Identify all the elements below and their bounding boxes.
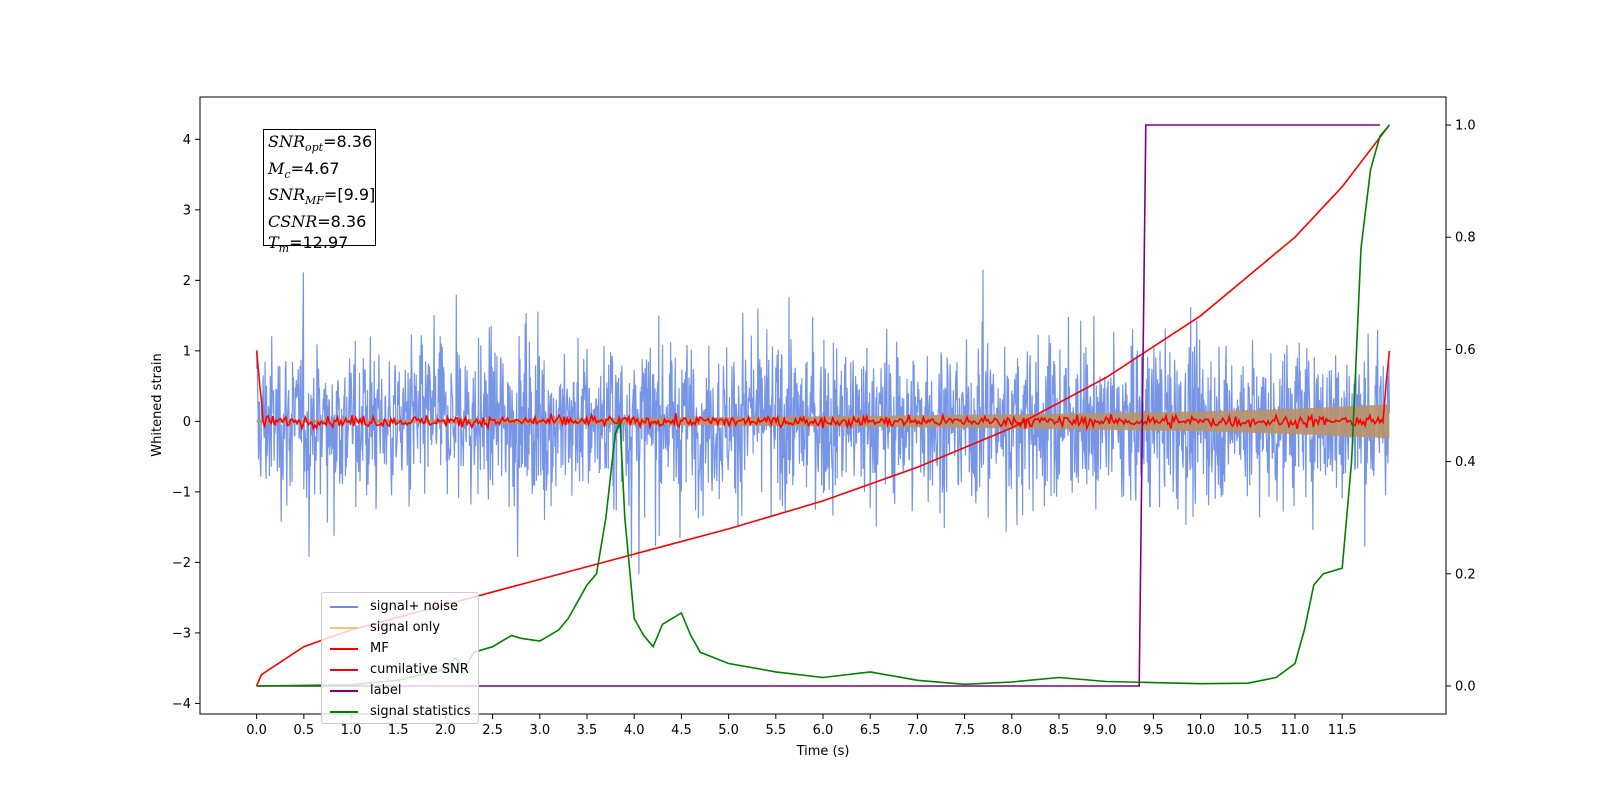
legend: signal+ noise signal only MF cumilative … [321,592,479,724]
x-tick-label: 2.5 [482,723,503,738]
legend-swatch [330,668,358,671]
series-mf [255,350,1391,432]
series-signal-statistics [256,124,1391,687]
series-signal-noise [256,269,1390,574]
x-tick-label: 6.0 [813,723,834,738]
annotation-snr-mf: SNRMF=[9.9] [268,185,376,208]
series-layer [255,124,1391,687]
legend-item-signal-noise: signal+ noise [322,596,478,617]
y-tick-label: −1 [172,485,191,500]
legend-swatch [330,710,358,713]
y-tick-label: 4 [183,133,191,148]
x-tick-label: 2.0 [435,723,456,738]
y-tick-label: 3 [183,203,191,218]
y-tick-label: 2 [183,274,191,289]
legend-item-label: label [322,680,478,701]
x-axis-label: Time (s) [796,744,850,759]
legend-label: signal only [370,620,441,635]
legend-item-signal-statistics: signal statistics [322,701,478,722]
series-signal-only [256,404,1390,439]
x-tick-label: 9.0 [1096,723,1117,738]
x-tick-label: 0.0 [246,723,267,738]
legend-item-mf: MF [322,638,478,659]
legend-label: signal+ noise [370,599,459,614]
legend-swatch [330,605,358,608]
annotation-tm: Tm=12.97 [268,232,349,255]
annotation-snr-opt: SNRopt=8.36 [268,132,373,155]
y-tick-label: −4 [172,697,191,712]
x-tick-label: 1.5 [388,723,409,738]
x-tick-label: 3.0 [529,723,550,738]
legend-label: MF [370,641,389,656]
axes-layer: 0.0 0.5 1.0 1.5 2.0 2.5 3.0 3.5 4.0 4.5 5.0 5.5 6.0 6… [172,119,1476,738]
x-tick-label: 10.5 [1233,723,1262,738]
y-tick-label: −2 [172,556,191,571]
annotation-csnr: CSNR=8.36 [268,212,367,232]
x-tick-label: 5.0 [718,723,739,738]
annotation-chirp-mass: Mc=4.67 [268,158,340,181]
y-tick-label: 0 [183,415,191,430]
x-tick-label: 8.5 [1049,723,1070,738]
x-tick-label: 4.5 [671,723,692,738]
y2-tick-label: 0.2 [1455,567,1476,582]
legend-swatch [330,626,358,629]
y2-tick-label: 0.8 [1455,231,1476,246]
x-tick-label: 1.0 [341,723,362,738]
y2-tick-label: 0.0 [1455,679,1476,694]
x-tick-label: 8.0 [1001,723,1022,738]
x-tick-label: 6.5 [860,723,881,738]
y-axis-label: Whitened strain [150,353,165,456]
x-tick-label: 7.0 [907,723,928,738]
series-label [256,124,1380,687]
x-tick-label: 0.5 [293,723,314,738]
x-tick-label: 3.5 [577,723,598,738]
legend-swatch [330,689,358,692]
legend-swatch [330,647,358,650]
y2-tick-label: 0.4 [1455,455,1476,470]
y-tick-label: 1 [183,344,191,359]
x-tick-label: 10.0 [1186,723,1215,738]
legend-item-cumulative-snr: cumilative SNR [322,659,478,680]
legend-label: cumilative SNR [370,662,469,677]
x-tick-label: 7.5 [954,723,975,738]
x-tick-label: 5.5 [765,723,786,738]
x-tick-label: 11.5 [1328,723,1357,738]
legend-label: label [370,683,402,698]
stats-annotation-box: SNRopt=8.36 Mc=4.67 SNRMF=[9.9] CSNR=8.3… [263,129,376,255]
y2-tick-label: 1.0 [1455,119,1476,134]
y2-tick-label: 0.6 [1455,343,1476,358]
legend-item-signal-only: signal only [322,617,478,638]
x-tick-label: 11.0 [1280,723,1309,738]
y-tick-label: −3 [172,626,191,641]
x-tick-label: 4.0 [624,723,645,738]
x-tick-label: 9.5 [1143,723,1164,738]
legend-label: signal statistics [370,704,471,719]
